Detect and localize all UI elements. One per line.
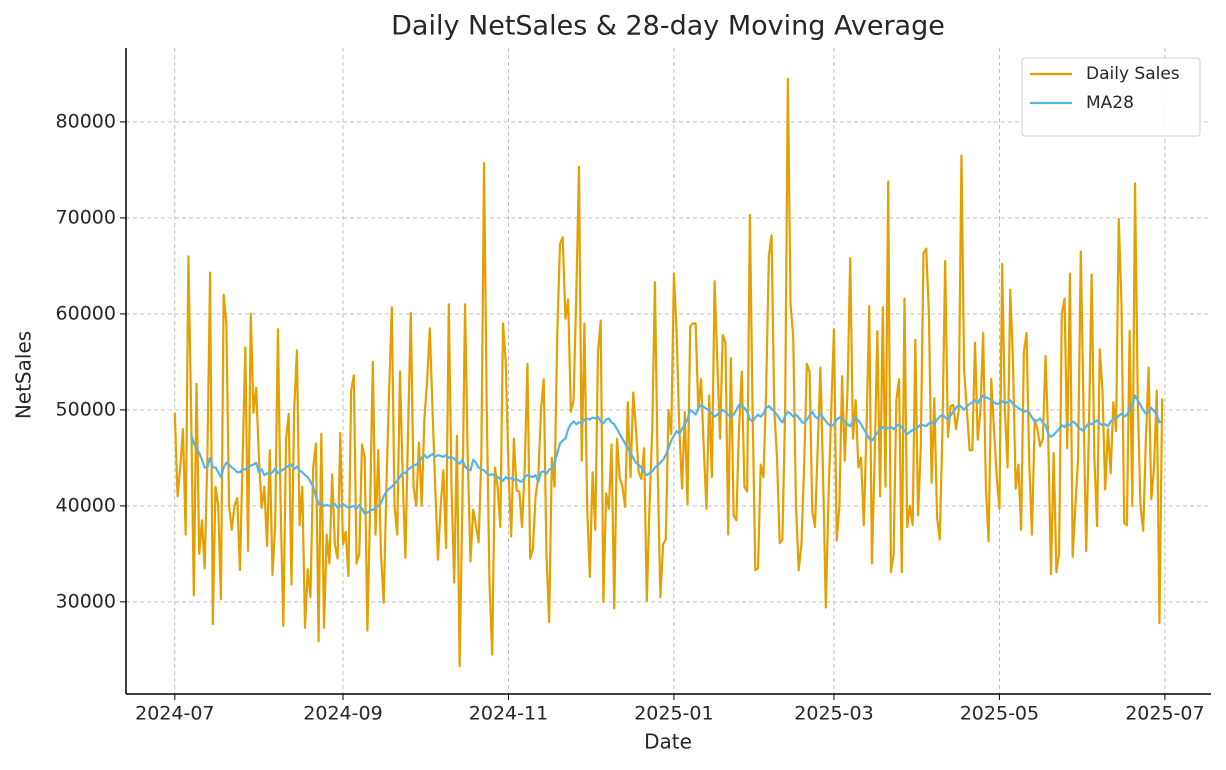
- x-tick-label: 2025-05: [960, 703, 1039, 725]
- series-line: [173, 77, 1164, 668]
- y-tick-label: 60000: [56, 302, 116, 324]
- x-tick-label: 2024-07: [135, 703, 214, 725]
- y-tick-label: 30000: [56, 590, 116, 612]
- series-line: [190, 394, 1163, 515]
- legend-label: Daily Sales: [1086, 64, 1180, 84]
- y-tick-label: 50000: [56, 398, 116, 420]
- x-tick-label: 2025-07: [1125, 703, 1204, 725]
- legend-label: MA28: [1086, 93, 1134, 113]
- x-tick-label: 2025-01: [634, 703, 713, 725]
- y-tick-label: 70000: [56, 206, 116, 228]
- y-tick-label: 80000: [56, 110, 116, 132]
- x-tick-label: 2024-09: [303, 703, 382, 725]
- x-tick-label: 2025-03: [794, 703, 873, 725]
- legend-box: [1021, 57, 1201, 137]
- x-tick-label: 2024-11: [469, 703, 548, 725]
- y-axis-label: NetSales: [12, 331, 36, 419]
- chart-title: Daily NetSales & 28-day Moving Average: [391, 11, 945, 42]
- y-tick-label: 40000: [56, 494, 116, 516]
- x-axis-label: Date: [644, 730, 692, 754]
